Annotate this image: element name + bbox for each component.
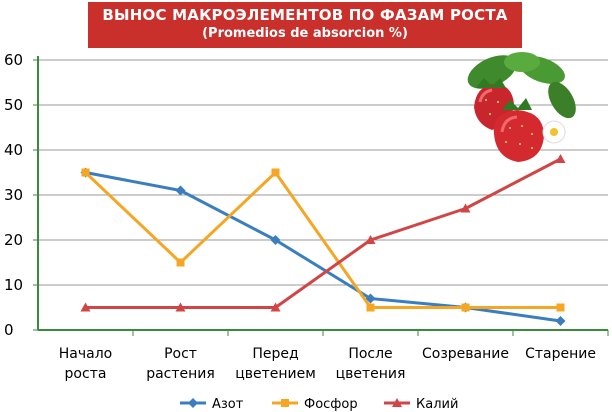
legend-item: Азот — [180, 397, 244, 412]
data-point — [175, 302, 186, 312]
chart-title-box: ВЫНОС МАКРОЭЛЕМЕНТОВ ПО ФАЗАМ РОСТА (Pro… — [88, 2, 522, 48]
legend-label: Калий — [416, 397, 458, 412]
data-point — [555, 154, 566, 163]
series-lines — [80, 154, 566, 326]
gridlines — [38, 59, 608, 286]
data-point — [365, 235, 376, 244]
legend-item: Калий — [384, 397, 458, 412]
data-point — [175, 185, 186, 196]
y-tick-label: 60 — [4, 51, 23, 69]
y-tick-label: 10 — [4, 276, 23, 294]
legend-label: Азот — [212, 397, 244, 412]
data-point — [461, 303, 470, 312]
series-2 — [80, 154, 566, 312]
legend-marker — [392, 398, 402, 407]
data-point — [271, 168, 280, 177]
x-tick-labels: Начало роста Рост растения Перед цветением Пос… — [59, 346, 596, 382]
data-point — [176, 258, 185, 267]
x-tick-label: Рост растения — [146, 346, 215, 382]
x-tick-label-line: Созревание — [422, 346, 509, 362]
y-tick-label: 0 — [4, 321, 14, 339]
x-tick-label-line: цветения — [336, 366, 406, 382]
legend-marker — [188, 398, 198, 408]
x-tick-label-line: роста — [65, 366, 107, 382]
legend: Азот Фосфор Калий — [180, 397, 458, 412]
data-point — [270, 302, 281, 312]
y-tick-label: 40 — [4, 141, 23, 159]
x-tick-label-line: После — [348, 346, 392, 362]
data-point — [555, 316, 566, 326]
x-tick-label: Начало роста — [59, 346, 112, 382]
x-tick-label-line: цветением — [235, 366, 316, 382]
x-tick-label-line: растения — [146, 366, 215, 382]
x-tick-label: После цветения — [336, 346, 406, 382]
data-point — [80, 302, 91, 312]
legend-label: Фосфор — [304, 397, 358, 412]
series-line — [84, 171, 561, 309]
y-tick-labels: 0 10 20 30 40 50 60 — [4, 51, 23, 339]
x-tick-label-line: Перед — [252, 346, 298, 362]
series-line — [85, 157, 562, 309]
x-tick-label-line: Начало — [59, 346, 112, 362]
chart-title: ВЫНОС МАКРОЭЛЕМЕНТОВ ПО ФАЗАМ РОСТА — [102, 6, 508, 24]
series-0 — [80, 167, 566, 326]
strawberries-icon — [467, 52, 576, 162]
x-tick-label-line: Рост — [164, 346, 197, 362]
x-tick-label: Старение — [525, 346, 596, 362]
legend-item: Фосфор — [272, 397, 358, 412]
data-point — [556, 303, 565, 312]
axes — [33, 56, 609, 336]
chart-subtitle: (Promedios de absorcion %) — [202, 26, 408, 41]
y-tick-label: 30 — [4, 186, 23, 204]
data-point — [365, 293, 376, 304]
x-tick-label: Созревание — [422, 346, 509, 362]
data-point — [81, 168, 90, 177]
y-tick-label: 20 — [4, 231, 23, 249]
legend-marker — [281, 399, 289, 407]
data-point — [270, 235, 281, 245]
series-1 — [81, 168, 565, 312]
x-tick-label: Перед цветением — [235, 346, 316, 382]
data-point — [366, 303, 375, 312]
x-tick-label-line: Старение — [525, 346, 596, 362]
data-point — [460, 203, 471, 213]
y-tick-label: 50 — [4, 96, 23, 114]
series-line — [85, 171, 561, 323]
